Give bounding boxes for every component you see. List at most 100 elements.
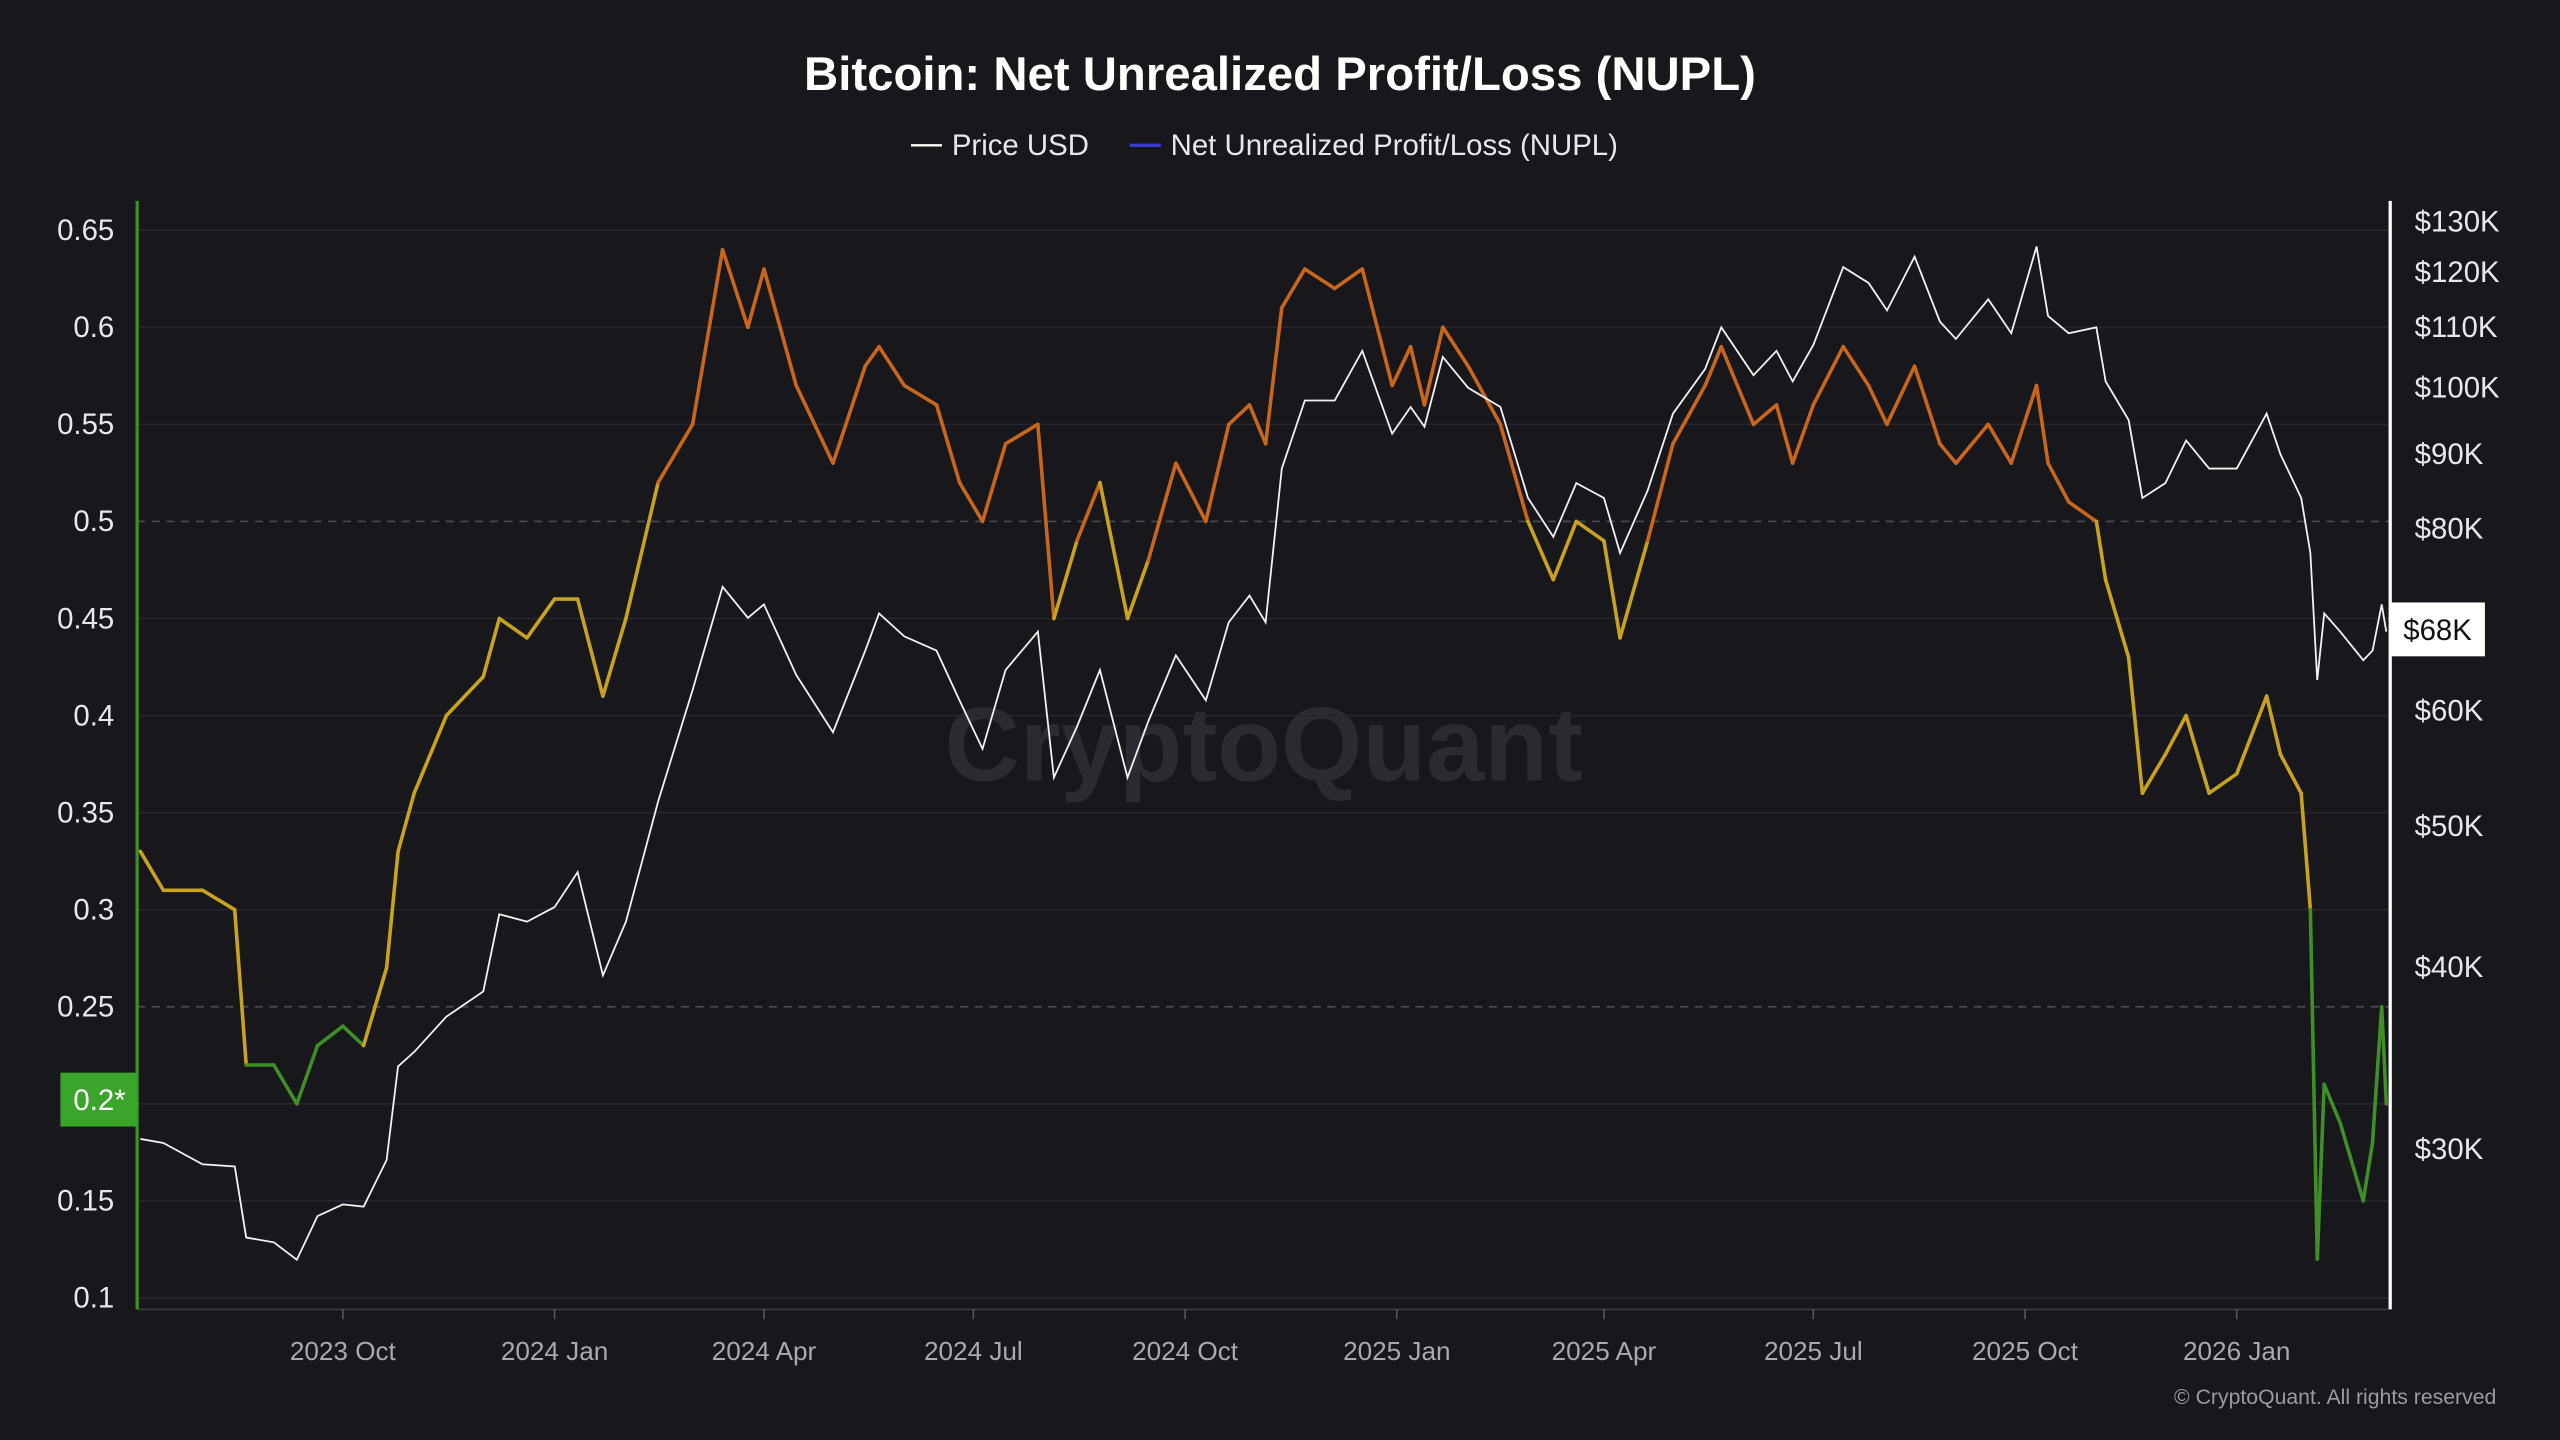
x-tick-label: 2023 Oct [290,1336,397,1366]
x-tick-label: 2025 Oct [1972,1336,2079,1366]
nupl-segment [1912,364,1942,446]
legend-item-nupl[interactable]: Net Unrealized Profit/Loss (NUPL) [1129,129,1618,162]
legend-label-nupl: Net Unrealized Profit/Loss (NUPL) [1171,129,1618,162]
nupl-segment [2361,1140,2375,1203]
right-tick-label: $30K [2415,1133,2484,1166]
right-tick-label: $80K [2415,513,2484,546]
nupl-segment [1526,519,1556,582]
nupl-segment [444,674,486,718]
nupl-segment [1866,383,1889,427]
grid [137,229,2389,1299]
nupl-segment [624,480,660,621]
nupl-segment [1146,461,1178,563]
nupl-segment [720,247,750,330]
left-axis: 0.65 0.6 0.55 0.5 0.45 0.4 0.35 0.3 0.25 0.15 0.1 [57,214,114,1315]
x-tick-label: 2025 Jul [1764,1336,1863,1366]
nupl-segment [1618,539,1650,640]
nupl-segment [1841,344,1871,388]
nupl-segment [525,597,557,640]
left-tick-label: 0.65 [57,214,114,247]
price-series-line [140,246,2388,1262]
right-tick-label: $40K [2415,951,2484,984]
nupl-segment [1125,558,1151,621]
nupl-segment [1408,344,1427,407]
nupl-segment [1498,422,1530,524]
nupl-segment [1360,267,1394,388]
nupl-segment [863,344,881,368]
nupl-segment [361,966,389,1048]
nupl-segment [1645,441,1675,543]
x-tick-label: 2026 Jan [2183,1336,2290,1366]
nupl-segment [2308,907,2320,1261]
nupl-segment [295,1043,320,1106]
nupl-segment [1551,519,1579,582]
nupl-series [138,247,2389,1261]
right-tick-label: $130K [2415,206,2500,239]
x-tick-label: 2024 Apr [712,1336,817,1366]
nupl-segment [384,849,400,970]
left-tick-label: 0.55 [57,408,114,441]
nupl-segment [1602,539,1622,640]
nupl-segment [1263,306,1284,446]
nupl-segment [1036,422,1056,621]
nupl-segment [1885,364,1917,427]
nupl-segment [1052,539,1079,621]
nupl-segment [2009,383,2039,465]
nupl-segment [690,247,725,427]
nupl-segment [2034,383,2050,465]
nupl-segment [481,616,502,679]
nupl-segment [957,480,985,524]
right-tick-label: $90K [2415,438,2484,471]
nupl-segment [341,1024,366,1048]
left-tick-label: 0.25 [57,991,114,1024]
nupl-segment [1098,480,1130,621]
nupl-segment [2184,713,2211,795]
copyright: © CryptoQuant. All rights reserved [2174,1386,2496,1409]
nupl-segment [2163,713,2188,757]
right-axis: $130K $120K $110K $100K $90K $80K $60K $50K $40K… [2415,206,2500,1167]
nupl-segment [2278,752,2303,795]
left-tick-label: 0.35 [57,796,114,829]
nupl-segment [1390,344,1413,388]
legend-label-price: Price USD [952,129,1089,162]
nupl-segment [2046,461,2071,504]
current-nupl-label: 0.2* [73,1084,125,1117]
legend: Price USD Net Unrealized Profit/Loss (NU… [911,129,1618,162]
x-tick-label: 2024 Jul [924,1336,1023,1366]
nupl-segment [1671,383,1707,446]
x-tick-label: 2024 Jan [501,1336,608,1366]
nupl-segment [2103,577,2131,660]
nupl-segment [1466,364,1503,427]
nupl-segment [794,383,835,465]
nupl-segment [934,403,962,485]
nupl-segment [2315,1082,2326,1261]
nupl-segment [575,597,605,698]
nupl-segment [1774,403,1795,465]
nupl-segment [1204,422,1231,524]
nupl-segment [1954,422,1991,465]
nupl-segment [831,364,868,465]
nupl-segment [2126,655,2145,795]
right-tick-label: $100K [2415,371,2500,404]
nupl-segment [1703,344,1724,388]
legend-item-price[interactable]: Price USD [911,129,1089,162]
nupl-segment [1751,403,1779,427]
nupl-segment [1075,480,1102,543]
nupl-segment [200,888,237,912]
nupl-segment [2299,791,2313,912]
left-tick-label: 0.45 [57,602,114,635]
left-tick-label: 0.15 [57,1185,114,1218]
nupl-segment [1302,267,1337,291]
nupl-segment [1227,403,1252,427]
right-tick-label: $110K [2415,311,2498,344]
nupl-segment [138,849,166,893]
chart-title: Bitcoin: Net Unrealized Profit/Loss (NUP… [804,48,1756,101]
x-tick-label: 2025 Jan [1343,1336,1450,1366]
nupl-segment [877,344,907,388]
nupl-segment [746,267,766,330]
nupl-segment [2379,1004,2389,1106]
nupl-segment [232,907,249,1067]
nupl-segment [601,616,628,698]
nupl-segment [1174,461,1208,524]
nupl-segment [1441,325,1470,368]
